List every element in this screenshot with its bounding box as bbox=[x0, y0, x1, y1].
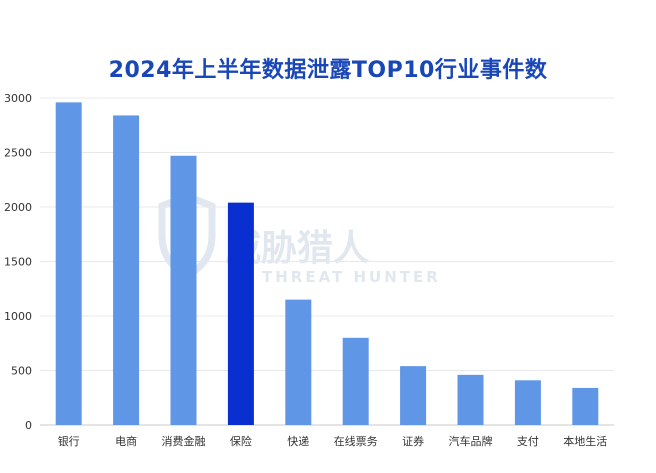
x-tick-label: 证券 bbox=[402, 434, 424, 448]
watermark-subtext: THREAT HUNTER bbox=[262, 268, 441, 286]
bar bbox=[572, 387, 599, 425]
bar bbox=[55, 102, 82, 426]
y-tick-label: 500 bbox=[11, 365, 32, 378]
x-tick-label: 保险 bbox=[230, 434, 252, 448]
y-tick-label: 2000 bbox=[4, 201, 32, 214]
bars bbox=[55, 102, 599, 426]
x-tick-label: 本地生活 bbox=[563, 434, 607, 448]
bar bbox=[170, 155, 197, 425]
x-tick-label: 消费金融 bbox=[162, 434, 206, 448]
bar bbox=[400, 366, 427, 425]
bar bbox=[457, 374, 484, 425]
bar bbox=[227, 202, 254, 425]
y-tick-label: 0 bbox=[25, 419, 32, 432]
x-tick-label: 快递 bbox=[287, 434, 309, 448]
y-tick-label: 3000 bbox=[4, 92, 32, 105]
chart-title: 2024年上半年数据泄露TOP10行业事件数 bbox=[108, 58, 548, 83]
x-axis-ticks: 银行 电商 消费金融 保险 快递 在线票务 证券 汽车品牌 支付 本地生活 bbox=[58, 434, 608, 448]
bar bbox=[113, 115, 140, 425]
watermark: 威胁猎人 THREAT HUNTER bbox=[158, 192, 441, 286]
x-tick-label: 银行 bbox=[58, 434, 80, 448]
y-axis-ticks: 0 500 1000 1500 2000 2500 3000 bbox=[4, 92, 32, 432]
x-tick-label: 支付 bbox=[517, 435, 539, 448]
bar bbox=[514, 380, 541, 425]
y-tick-label: 1500 bbox=[4, 256, 32, 269]
x-tick-label: 汽车品牌 bbox=[449, 434, 493, 448]
bar bbox=[285, 299, 312, 425]
y-tick-label: 1000 bbox=[4, 310, 32, 323]
y-tick-label: 2500 bbox=[4, 147, 32, 160]
x-tick-label: 在线票务 bbox=[334, 434, 378, 448]
bar bbox=[342, 337, 369, 425]
x-tick-label: 电商 bbox=[115, 434, 137, 448]
